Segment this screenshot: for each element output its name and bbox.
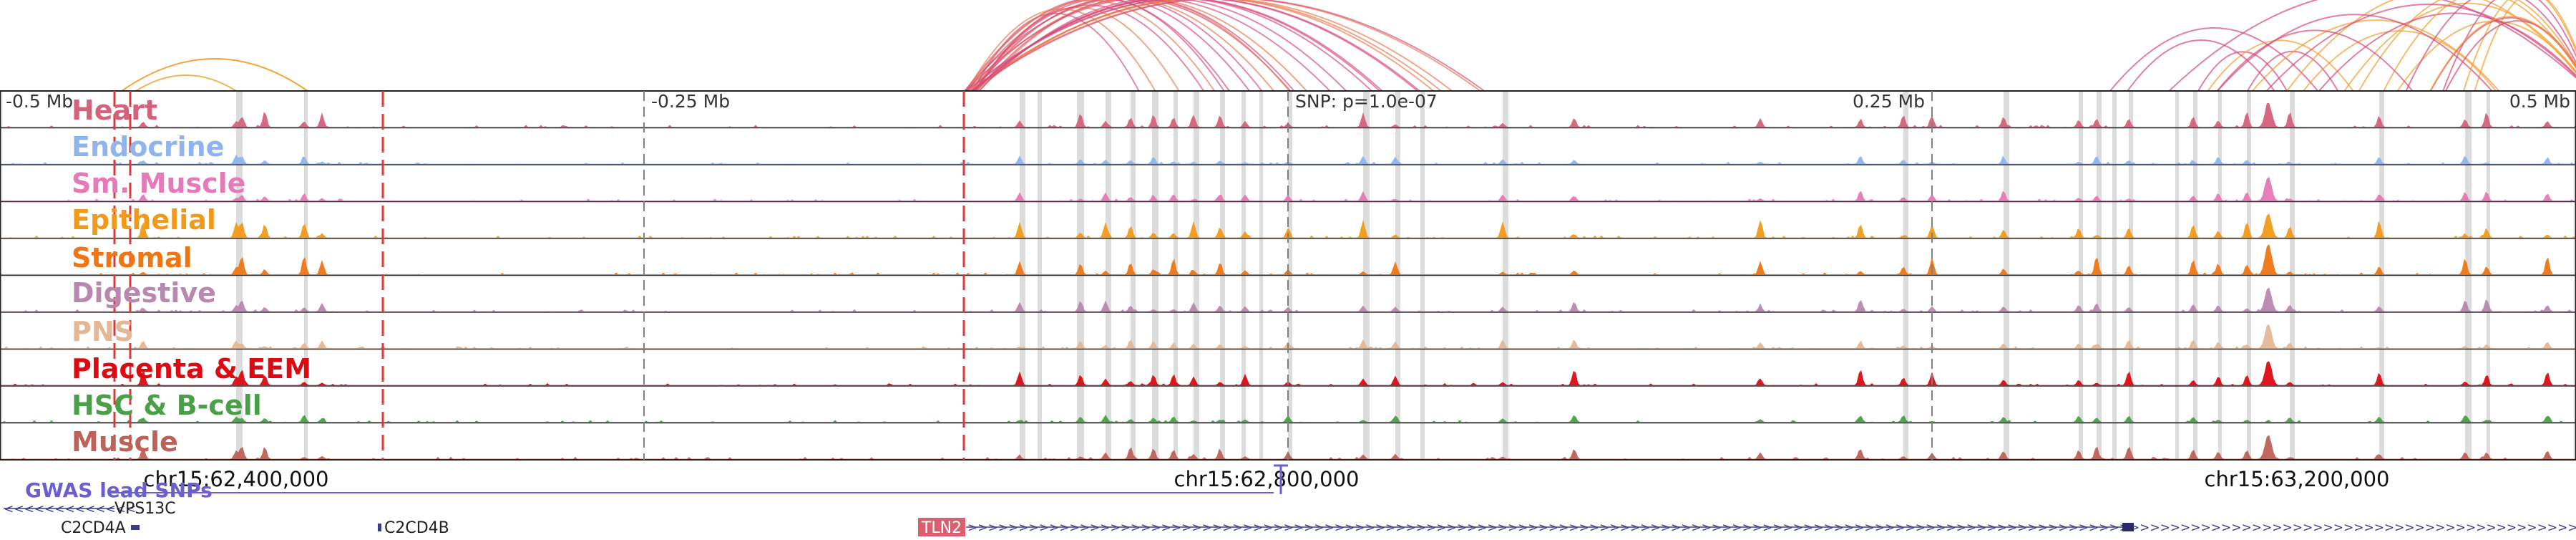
signal-digestive [0,287,2576,312]
snp-p-value-label: SNP: p=1.0e-07 [1295,91,1438,112]
track-label-epithelial: Epithelial [72,204,216,236]
gwas-lead-snp-marker[interactable] [1274,464,1288,494]
interaction-arc [2429,16,2576,92]
track-label-placenta-eem: Placenta & EEM [72,353,311,385]
interaction-arc [969,0,1274,92]
gene-c2cd4a-label[interactable]: C2CD4A [61,519,126,537]
gene-vps13c-strand-arrows: <<<<<<<<<<<<< [4,502,136,516]
interaction-arc [135,74,237,92]
interaction-arc [2463,0,2576,92]
gene-c2cd4b-label[interactable]: C2CD4B [384,519,449,537]
interaction-arc [967,0,1251,92]
gene-tln2-end-exon [2122,523,2134,531]
scale-label-0-25mb: 0.25 Mb [1853,91,1925,112]
signal-epithelial [0,213,2576,238]
interaction-arc [977,0,1347,92]
track-label-digestive: Digestive [72,277,216,309]
interaction-arcs [121,0,2576,92]
interaction-arc [2343,2,2576,92]
reference-lines [113,91,1933,460]
interaction-arc [965,0,1331,92]
scale-label-0-5mb: 0.5 Mb [2509,91,2570,112]
track-label-endocrine: Endocrine [72,131,224,163]
interaction-arc [972,0,1380,92]
track-label-sm-muscle: Sm. Muscle [72,168,245,199]
interaction-arc [2318,12,2576,92]
position-label-62400000: chr15:62,400,000 [144,467,329,491]
interaction-arc [2217,14,2493,92]
interaction-arc [2286,0,2576,92]
track-label-heart: Heart [72,95,157,126]
scale-label-minus-0-5mb: -0.5 Mb [6,91,73,112]
interaction-arc [2168,0,2576,92]
interaction-arc [970,0,1485,92]
interaction-arc [2127,39,2275,92]
gene-tln2-strand-arrows: >>>>>>>>>>>>>>>>>>>>>>>>>>>>>>>>>>>>>>>>… [967,521,2576,535]
position-label-62800000: chr15:62,800,000 [1174,467,1360,491]
interaction-arc [2474,0,2576,92]
signal-heart [0,102,2576,127]
track-label-muscle: Muscle [72,426,178,458]
scale-label-minus-0-25mb: -0.25 Mb [651,91,730,112]
gene-c2cd4a-exon [131,525,140,530]
gene-tln2-label-box [918,518,965,536]
interaction-arc [2383,0,2576,92]
interaction-arc [2207,39,2354,92]
interaction-arc [971,0,1442,92]
gene-tln2-label[interactable]: TLN2 [921,519,962,537]
interaction-arc [2405,0,2576,92]
interaction-arc [966,8,1156,92]
signal-hsc-b-cell [0,415,2576,423]
gwas-track-label: GWAS lead SNPs [25,478,213,502]
interaction-arc [2252,19,2500,92]
gene-annotation-track: <<<<<<<<<<<<< VPS13C C2CD4A C2CD4B TLN2 … [4,500,2576,537]
interaction-arc [979,0,1290,92]
gene-vps13c-label[interactable]: VPS13C [114,500,176,518]
interaction-arc [975,0,1435,92]
interaction-arc [121,58,308,92]
interaction-arc [2197,51,2288,92]
gene-c2cd4b-exon [378,524,381,531]
position-label-63200000: chr15:63,200,000 [2205,467,2390,491]
interaction-arc [2216,29,2414,92]
interaction-arc [976,0,1295,92]
interaction-arc [2265,4,2576,92]
track-label-hsc-b-cell: HSC & B-cell [72,390,262,421]
interaction-arc [2109,27,2319,92]
track-label-stromal: Stromal [72,242,192,274]
interaction-arc [973,0,1263,92]
track-label-pns: PNS [72,316,134,347]
